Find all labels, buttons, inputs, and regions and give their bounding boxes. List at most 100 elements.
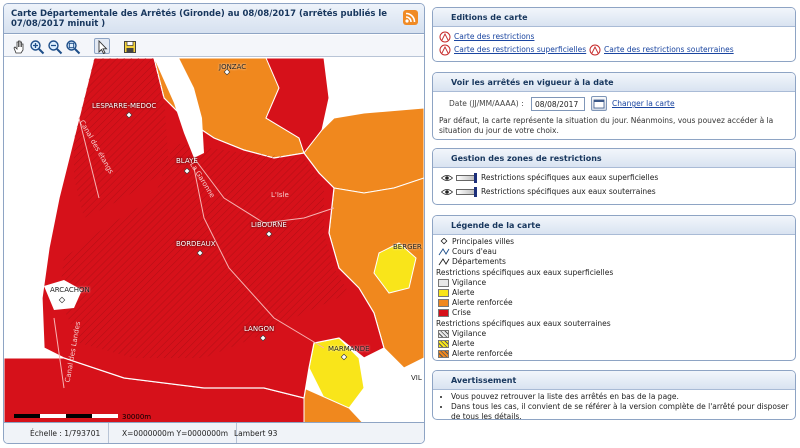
legend-villes: Principales villes (436, 237, 789, 247)
legend-sup-head: Restrictions spécifiques aux eaux superf… (436, 268, 614, 277)
arcachon-bay (44, 280, 82, 310)
editions-title: Editions de carte (433, 8, 795, 27)
city-label-vil: VIL (411, 374, 422, 382)
pan-hand-icon[interactable] (10, 38, 26, 54)
hatched-region-west (74, 58, 169, 218)
eye-icon[interactable] (441, 188, 453, 196)
city-label-lesparre: LESPARRE-MEDOC (92, 102, 157, 110)
legend-sup-renforcee-label: Alerte renforcée (452, 298, 513, 307)
legend-sup-vigilance: Vigilance (436, 278, 789, 288)
zones-title: Gestion des zones de restrictions (433, 149, 795, 168)
legend-title: Légende de la carte (433, 216, 795, 235)
date-input[interactable] (531, 97, 585, 111)
legend-sout-vigilance-label: Vigilance (452, 329, 487, 338)
date-label: Date (JJ/MM/AAAA) : (449, 99, 524, 108)
legend-sup-crise: Crise (436, 308, 789, 318)
status-scale: Échelle : 1/793701 (22, 423, 110, 443)
eye-icon[interactable] (441, 174, 453, 182)
map-canvas[interactable]: JONZAC LESPARRE-MEDOC BLAYE LIBOURNE BOR… (4, 58, 424, 424)
date-note: Par défaut, la carte représente la situa… (439, 116, 774, 135)
city-diamond-icon (440, 238, 448, 245)
legend-sout-renforcee-label: Alerte renforcée (452, 349, 513, 358)
layer-label-superficielles: Restrictions spécifiques aux eaux superf… (481, 173, 659, 182)
city-label-berger: BERGER (393, 243, 422, 251)
link-carte-restrictions[interactable]: Carte des restrictions (454, 32, 535, 41)
city-marker (196, 249, 204, 257)
link-carte-souterraines[interactable]: Carte des restrictions souterraines (604, 45, 734, 54)
city-marker (58, 296, 66, 304)
hatched-swatch-crise (438, 360, 449, 361)
warning-list: Vous pouvez retrouver la liste des arrêt… (439, 392, 789, 419)
zones-panel: Gestion des zones de restrictions Restri… (432, 148, 796, 205)
opacity-slider[interactable] (456, 173, 477, 183)
city-label-bordeaux: BORDEAUX (176, 240, 216, 248)
swatch-crise (438, 309, 449, 317)
change-map-link[interactable]: Changer la carte (612, 99, 675, 108)
hatched-region-center (59, 143, 349, 358)
city-marker (183, 167, 191, 175)
map-panel: Carte Départementale des Arrêtés (Girond… (3, 3, 425, 444)
opacity-slider[interactable] (456, 187, 477, 197)
date-panel-title: Voir les arrêtés en vigueur à la date (433, 73, 795, 92)
legend-sup-alerte-label: Alerte (452, 288, 475, 297)
legend-departements: Départements (436, 257, 789, 267)
warning-panel: Avertissement Vous pouvez retrouver la l… (432, 370, 796, 420)
map-svg (4, 58, 424, 424)
legend-villes-label: Principales villes (452, 237, 515, 246)
calendar-icon[interactable] (591, 96, 607, 111)
legend-sout-alerte-label: Alerte (452, 339, 475, 348)
status-coords: X=0000000m Y=0000000m (114, 423, 238, 443)
canal-etangs (78, 117, 100, 199)
link-row-restrictions: Carte des restrictions (439, 30, 789, 43)
rss-icon[interactable] (403, 10, 418, 25)
map-toolbar (4, 35, 424, 57)
city-marker (265, 230, 273, 238)
hatched-swatch-vigilance (438, 330, 449, 338)
zoom-out-icon[interactable] (46, 38, 63, 55)
warning-item: Vous pouvez retrouver la liste des arrêt… (451, 392, 789, 402)
swatch-alerte (438, 289, 449, 297)
legend-sup-renforcee: Alerte renforcée (436, 298, 789, 308)
select-arrow-icon[interactable] (94, 38, 110, 55)
city-label-marmande: MARMANDE (328, 345, 370, 353)
yellow-region-east (373, 242, 417, 294)
link-row-sup-sout: Carte des restrictions superficielles Ca… (439, 43, 789, 56)
link-carte-superficielles[interactable]: Carte des restrictions superficielles (454, 45, 587, 54)
link-group-souterraines: Carte des restrictions souterraines (589, 43, 734, 56)
city-label-jonzac: JONZAC (219, 63, 247, 71)
southeast-orange (303, 387, 365, 424)
date-row: Date (JJ/MM/AAAA) : Changer la carte (439, 96, 789, 112)
warning-item: Dans tous les cas, il convient de se réf… (451, 402, 789, 419)
zoom-in-icon[interactable] (28, 38, 45, 55)
city-marker (223, 68, 231, 76)
legend-cours-label: Cours d'eau (452, 247, 497, 256)
department-line-icon (438, 258, 450, 266)
swatch-vigilance (438, 279, 449, 287)
save-icon[interactable] (121, 38, 137, 54)
legend-departements-label: Départements (452, 257, 506, 266)
city-label-blaye: BLAYE (176, 157, 198, 165)
warning-title: Avertissement (433, 371, 795, 390)
status-projection: Lambert 93 (234, 429, 278, 438)
river-line-icon (438, 248, 450, 256)
legend-sout-crise-label: Crise (452, 359, 471, 360)
legend-sout-vigilance: Vigilance (436, 329, 789, 339)
atlantic-coast (4, 58, 94, 358)
city-marker (340, 353, 348, 361)
legend-sup-vigilance-label: Vigilance (452, 278, 487, 287)
date-panel: Voir les arrêtés en vigueur à la date Da… (432, 72, 796, 140)
legend-sout-crise: Crise (436, 359, 789, 361)
legend-sout-head: Restrictions spécifiques aux eaux souter… (436, 319, 611, 328)
map-title: Carte Départementale des Arrêtés (Girond… (11, 9, 388, 29)
editions-panel: Editions de carte Carte des restrictions… (432, 7, 796, 62)
city-label-libourne: LIBOURNE (251, 221, 287, 229)
legend-sup-crise-label: Crise (452, 308, 471, 317)
canal-landes (53, 317, 65, 389)
zoom-extent-icon[interactable] (64, 38, 81, 55)
river-dordogne (193, 157, 335, 224)
city-label-langon: LANGON (244, 325, 275, 333)
map-header: Carte Départementale des Arrêtés (Girond… (4, 4, 424, 34)
estuary-shape (154, 58, 204, 158)
hatched-swatch-alerte (438, 340, 449, 348)
pdf-icon (439, 31, 451, 43)
